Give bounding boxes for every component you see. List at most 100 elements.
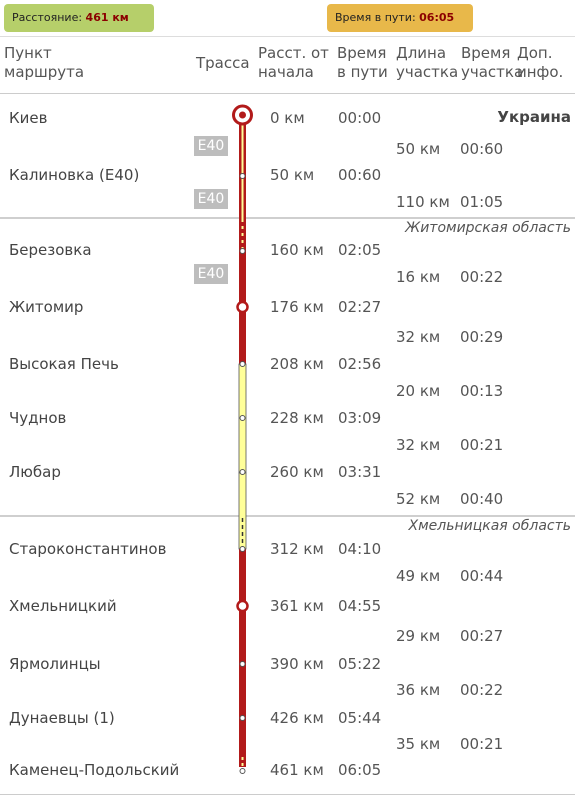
top-divider — [0, 36, 575, 37]
header-extra-info: Доп. инфо. — [517, 44, 564, 81]
marker-major-kiev — [232, 104, 253, 126]
marker-stop — [239, 661, 246, 667]
route-segment-major — [239, 250, 246, 307]
stop-name: Житомир — [9, 298, 84, 316]
segment-time: 00:22 — [460, 681, 504, 699]
distance-label: Расстояние: — [12, 11, 83, 24]
stop-distance: 260 км — [270, 463, 324, 481]
stop-distance: 461 км — [270, 761, 324, 779]
stop-name: Дунаевцы (1) — [9, 709, 115, 727]
stop-name: Каменец-Подольский — [9, 761, 180, 779]
stop-time: 05:22 — [338, 655, 382, 673]
segment-length: 29 км — [396, 627, 441, 645]
segment-length: 50 км — [396, 140, 441, 158]
header-segment-length: Длина участка — [396, 44, 459, 81]
stop-name: Высокая Печь — [9, 355, 119, 373]
segment-length: 35 км — [396, 735, 441, 753]
region-divider — [0, 217, 575, 219]
stop-name: Староконстантинов — [9, 540, 167, 558]
header-time: Время в пути — [337, 44, 388, 81]
stop-distance: 390 км — [270, 655, 324, 673]
segment-length: 49 км — [396, 567, 441, 585]
stop-name: Любар — [9, 463, 61, 481]
stop-time: 06:05 — [338, 761, 382, 779]
stop-distance: 176 км — [270, 298, 324, 316]
marker-stop — [239, 361, 246, 367]
marker-stop — [239, 715, 246, 721]
segment-time: 00:60 — [460, 140, 504, 158]
segment-time: 00:13 — [460, 382, 504, 400]
stop-name: Киев — [9, 109, 48, 127]
segment-time: 00:29 — [460, 328, 504, 346]
time-summary-badge: Время в пути: 06:05 — [327, 4, 473, 32]
marker-stop — [239, 248, 246, 254]
segment-time: 00:22 — [460, 268, 504, 286]
region-label-zhytomyr: Житомирская область — [405, 220, 571, 236]
header-segment-time: Время участка — [461, 44, 524, 81]
route-segment-e40 — [239, 118, 246, 250]
segment-time: 00:21 — [460, 735, 504, 753]
stop-time: 02:27 — [338, 298, 382, 316]
time-value: 06:05 — [419, 11, 455, 24]
stop-distance: 208 км — [270, 355, 324, 373]
marker-stop — [239, 469, 246, 475]
stop-time: 00:60 — [338, 166, 382, 184]
route-segment-major — [239, 307, 246, 364]
segment-time: 00:40 — [460, 490, 504, 508]
header-distance: Расст. от начала — [258, 44, 329, 81]
marker-stop — [239, 768, 246, 774]
header-point: Пункт маршрута — [4, 44, 85, 81]
segment-length: 32 км — [396, 436, 441, 454]
stop-time: 03:09 — [338, 409, 382, 427]
stop-distance: 160 км — [270, 241, 324, 259]
marker-city — [236, 300, 249, 314]
bottom-divider — [0, 794, 575, 795]
stop-name: Хмельницкий — [9, 597, 117, 615]
segment-length: 32 км — [396, 328, 441, 346]
stop-distance: 312 км — [270, 540, 324, 558]
segment-length: 36 км — [396, 681, 441, 699]
segment-time: 00:44 — [460, 567, 504, 585]
road-label-e40: E40 — [194, 264, 228, 284]
distance-value: 461 км — [85, 11, 129, 24]
segment-length: 52 км — [396, 490, 441, 508]
stop-time: 02:05 — [338, 241, 382, 259]
distance-summary-badge: Расстояние: 461 км — [4, 4, 154, 32]
stop-name: Ярмолинцы — [9, 655, 101, 673]
segment-length: 20 км — [396, 382, 441, 400]
stop-distance: 228 км — [270, 409, 324, 427]
segment-time: 01:05 — [460, 193, 504, 211]
stop-name: Березовка — [9, 241, 92, 259]
route-segment-major — [239, 549, 246, 772]
segment-length: 110 км — [396, 193, 450, 211]
stop-name: Калиновка (Е40) — [9, 166, 140, 184]
road-label-e40: E40 — [194, 189, 228, 209]
segment-time: 00:21 — [460, 436, 504, 454]
header-route: Трасса — [196, 54, 250, 72]
marker-stop — [239, 415, 246, 421]
segment-length: 16 км — [396, 268, 441, 286]
stop-time: 00:00 — [338, 109, 382, 127]
time-label: Время в пути: — [335, 11, 416, 24]
road-label-e40: E40 — [194, 136, 228, 156]
stop-distance: 50 км — [270, 166, 315, 184]
country-label: Украина — [497, 108, 571, 126]
route-segment-regional — [238, 472, 247, 550]
marker-stop — [239, 173, 246, 179]
stop-time: 05:44 — [338, 709, 382, 727]
region-divider — [0, 515, 575, 517]
stop-distance: 361 км — [270, 597, 324, 615]
marker-city — [236, 599, 249, 613]
marker-stop — [239, 546, 246, 552]
stop-time: 03:31 — [338, 463, 382, 481]
stop-time: 02:56 — [338, 355, 382, 373]
stop-distance: 0 км — [270, 109, 305, 127]
stop-time: 04:55 — [338, 597, 382, 615]
segment-time: 00:27 — [460, 627, 504, 645]
stop-name: Чуднов — [9, 409, 67, 427]
stop-time: 04:10 — [338, 540, 382, 558]
stop-distance: 426 км — [270, 709, 324, 727]
header-divider — [0, 93, 575, 94]
region-label-khmelnytskyi: Хмельницкая область — [408, 518, 571, 534]
